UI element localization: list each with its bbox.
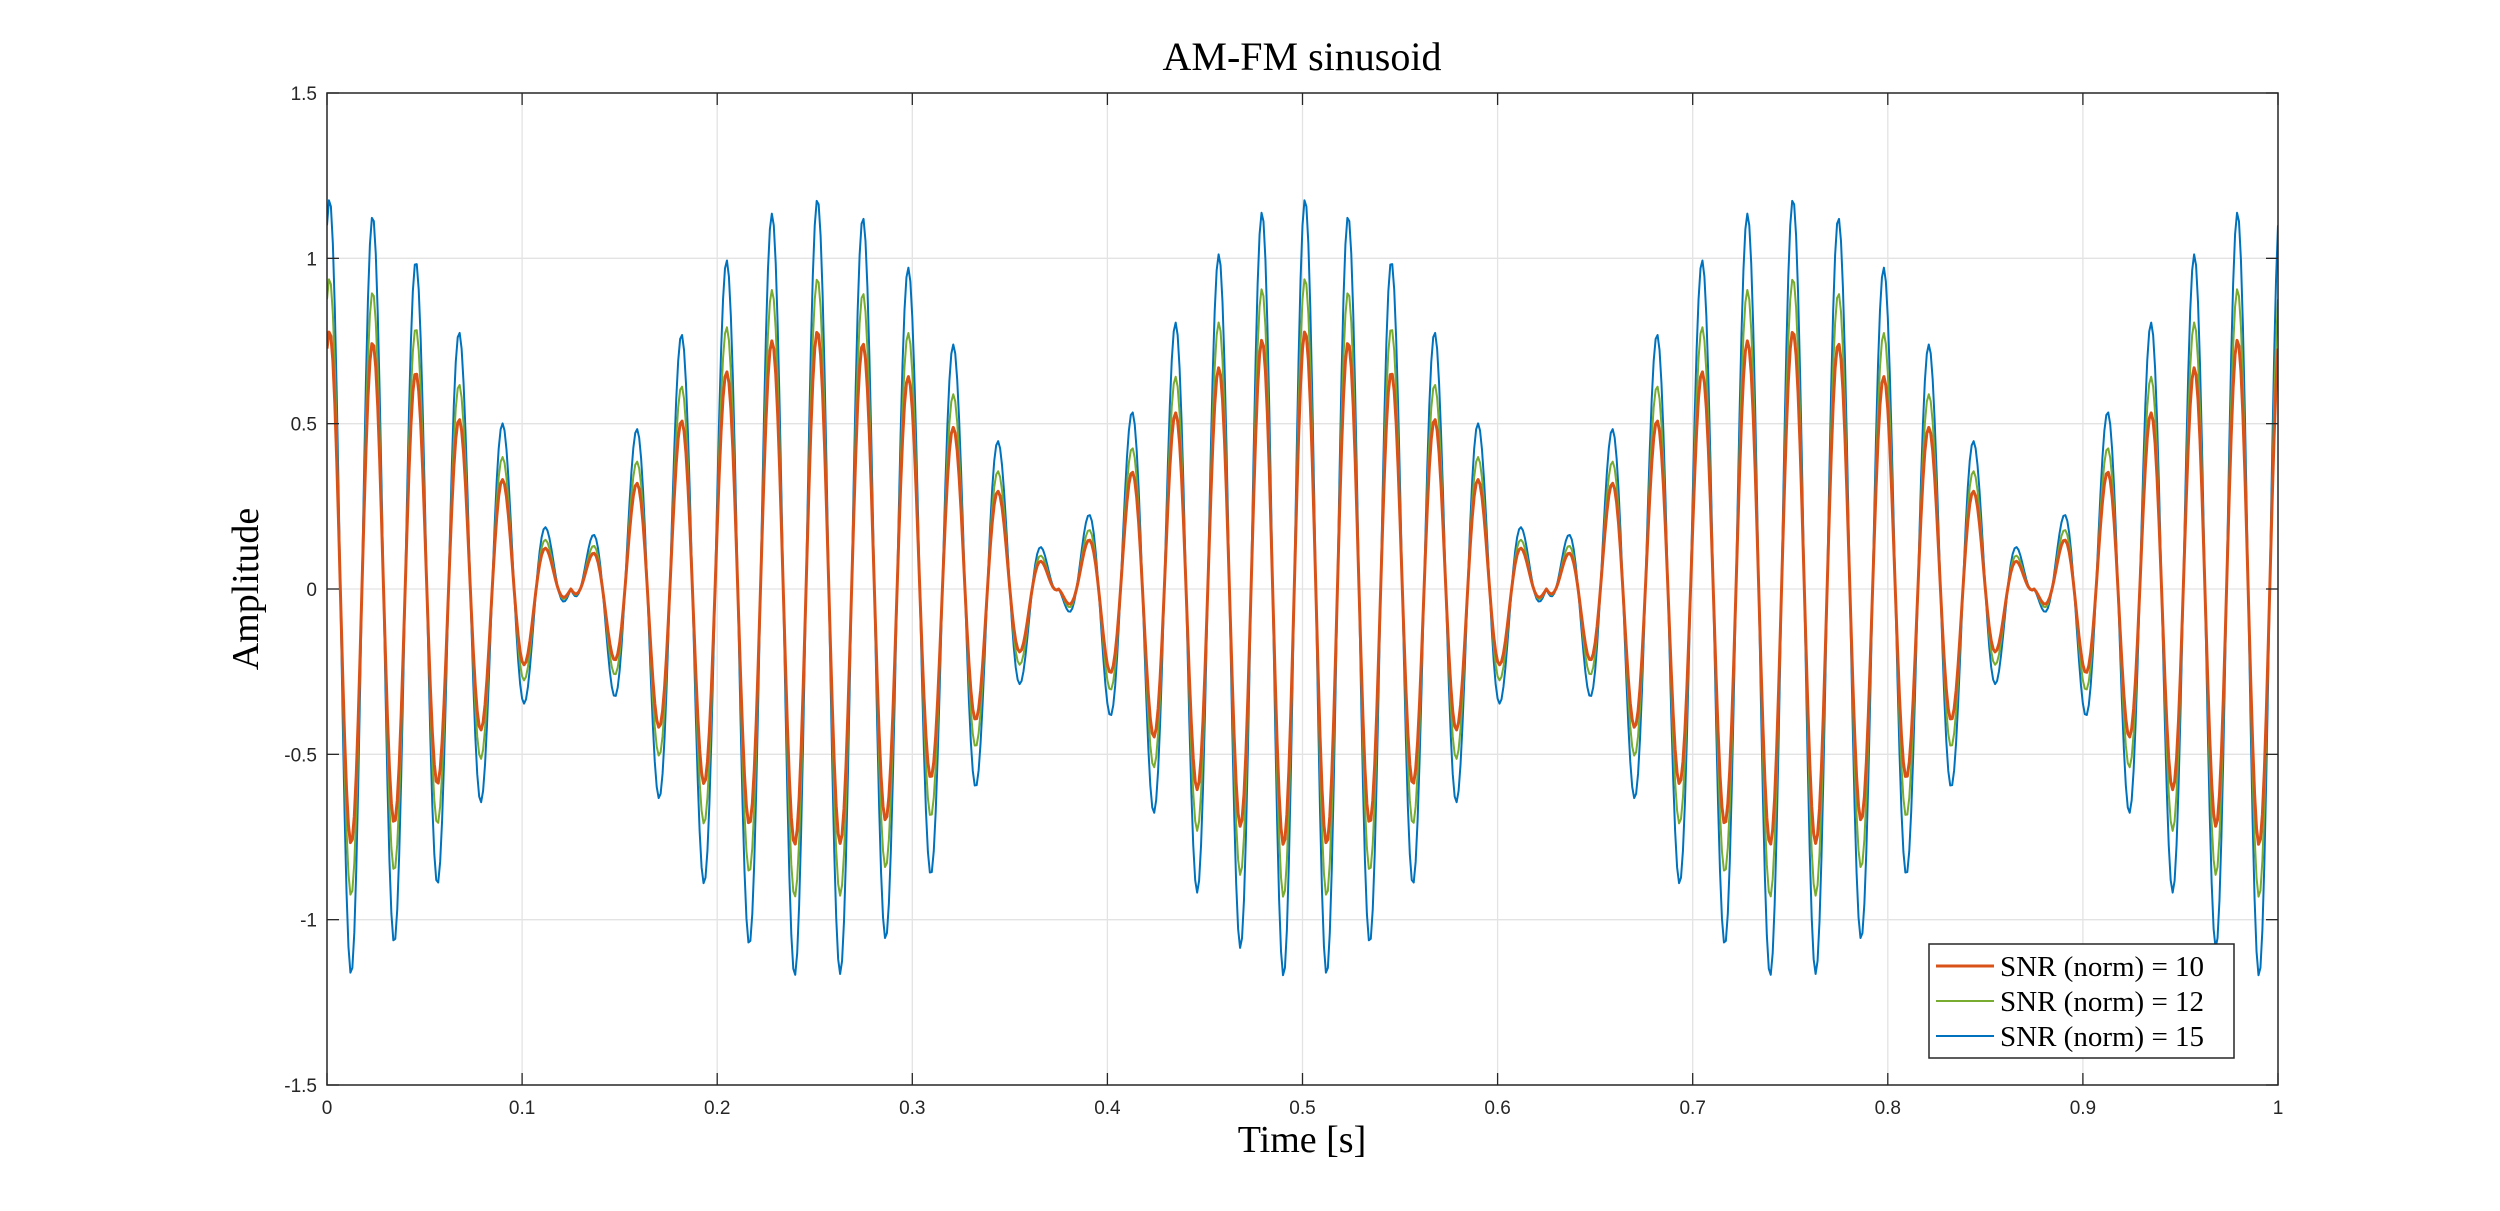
y-tick-label: 0	[306, 580, 317, 601]
y-tick-label: 0.5	[291, 415, 317, 436]
x-tick-label: 0.2	[704, 1098, 730, 1119]
series-layer	[327, 199, 2278, 977]
x-tick-label: 0.4	[1094, 1098, 1121, 1119]
y-tick-label: 1.5	[291, 84, 317, 105]
legend-label-snr-10: SNR (norm) = 10	[2000, 951, 2204, 983]
legend-label-snr-12: SNR (norm) = 12	[2000, 986, 2204, 1018]
chart-title: AM-FM sinusoid	[1163, 34, 1442, 79]
x-tick-label: 0.9	[2070, 1098, 2096, 1119]
y-tick-label: -1	[300, 911, 317, 932]
x-tick-label: 1	[2273, 1098, 2284, 1119]
plot-area	[327, 199, 2278, 977]
series-line-15	[327, 199, 2278, 977]
x-tick-label: 0.6	[1484, 1098, 1510, 1119]
x-axis-label: Time [s]	[1238, 1119, 1366, 1161]
x-tick-label: 0.3	[899, 1098, 925, 1119]
x-tick-label: 0.8	[1875, 1098, 1901, 1119]
legend[interactable]: SNR (norm) = 10 SNR (norm) = 12 SNR (nor…	[1928, 943, 2235, 1059]
y-axis-label: Amplitude	[225, 508, 267, 671]
y-tick-labels: 1.5 1 0.5 0 -0.5 -1 -1.5	[284, 84, 317, 1097]
x-tick-labels: 0 0.1 0.2 0.3 0.4 0.5 0.6 0.7 0.8 0.9 1	[322, 1098, 2284, 1119]
y-tick-label: -1.5	[284, 1076, 317, 1097]
y-tick-label: -0.5	[284, 745, 317, 766]
x-tick-label: 0.1	[509, 1098, 535, 1119]
x-tick-label: 0.5	[1289, 1098, 1315, 1119]
y-tick-label: 1	[306, 249, 317, 270]
series-line-10	[327, 330, 2278, 846]
legend-label-snr-15: SNR (norm) = 15	[2000, 1021, 2204, 1053]
grid-lines	[327, 93, 2278, 1085]
ticks	[326, 92, 2279, 1086]
x-tick-label: 0.7	[1679, 1098, 1705, 1119]
x-tick-label: 0	[322, 1098, 333, 1119]
